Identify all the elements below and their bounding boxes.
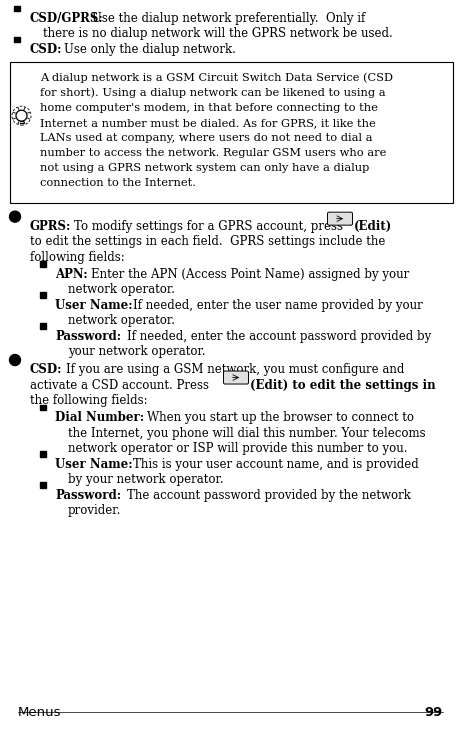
FancyBboxPatch shape [224, 371, 248, 384]
Text: GPRS:: GPRS: [30, 219, 71, 233]
Text: provider.: provider. [68, 504, 121, 517]
Text: A dialup network is a GSM Circuit Switch Data Service (CSD: A dialup network is a GSM Circuit Switch… [40, 73, 393, 83]
Text: number to access the network. Regular GSM users who are: number to access the network. Regular GS… [40, 148, 386, 158]
Text: CSD:: CSD: [30, 363, 63, 376]
Bar [14, 6, 20, 11]
Text: Password:: Password: [55, 488, 121, 502]
Text: connection to the Internet.: connection to the Internet. [40, 178, 196, 188]
Text: Use only the dialup network.: Use only the dialup network. [64, 43, 236, 56]
Bar [10, 63, 453, 203]
Text: home computer's modem, in that before connecting to the: home computer's modem, in that before co… [40, 103, 378, 113]
Text: by your network operator.: by your network operator. [68, 473, 224, 486]
Text: APN:: APN: [55, 268, 88, 281]
Text: CSD/GPRS:: CSD/GPRS: [30, 12, 104, 25]
Text: If needed, enter the user name provided by your: If needed, enter the user name provided … [133, 299, 423, 312]
Text: User Name:: User Name: [55, 299, 133, 312]
Text: If you are using a GSM network, you must configure and: If you are using a GSM network, you must… [66, 363, 404, 376]
Text: CSD:: CSD: [30, 43, 63, 56]
Text: following fields:: following fields: [30, 251, 125, 264]
Text: Enter the APN (Access Point Name) assigned by your: Enter the APN (Access Point Name) assign… [91, 268, 409, 281]
Text: network operator or ISP will provide this number to you.: network operator or ISP will provide thi… [68, 442, 408, 455]
Bar [14, 36, 20, 42]
Text: the following fields:: the following fields: [30, 394, 148, 407]
Bar [40, 262, 46, 267]
Text: When you start up the browser to connect to: When you start up the browser to connect… [147, 411, 414, 424]
Bar [40, 405, 46, 410]
Text: network operator.: network operator. [68, 283, 175, 296]
Bar [40, 324, 46, 329]
Text: (Edit): (Edit) [354, 219, 392, 233]
Text: Internet a number must be dialed. As for GPRS, it like the: Internet a number must be dialed. As for… [40, 118, 376, 128]
Bar [40, 292, 46, 298]
Text: To modify settings for a GPRS account, press: To modify settings for a GPRS account, p… [74, 219, 343, 233]
Text: Menus: Menus [18, 706, 61, 719]
FancyBboxPatch shape [327, 212, 353, 225]
Text: there is no dialup network will the GPRS network be used.: there is no dialup network will the GPRS… [43, 28, 393, 41]
Text: This is your user account name, and is provided: This is your user account name, and is p… [133, 458, 419, 471]
Text: network operator.: network operator. [68, 314, 175, 327]
Text: LANs used at company, where users do not need to dial a: LANs used at company, where users do not… [40, 133, 372, 143]
Text: Password:: Password: [55, 330, 121, 343]
Text: to edit the settings in each field.  GPRS settings include the: to edit the settings in each field. GPRS… [30, 235, 385, 248]
Text: not using a GPRS network system can only have a dialup: not using a GPRS network system can only… [40, 163, 369, 173]
Text: Dial Number:: Dial Number: [55, 411, 144, 424]
Circle shape [10, 211, 20, 222]
Text: User Name:: User Name: [55, 458, 133, 471]
Text: (Edit) to edit the settings in: (Edit) to edit the settings in [250, 378, 436, 391]
Text: 99: 99 [425, 706, 443, 719]
Bar [40, 483, 46, 488]
Text: your network operator.: your network operator. [68, 346, 206, 358]
Text: for short). Using a dialup network can be likened to using a: for short). Using a dialup network can b… [40, 88, 385, 98]
Text: If needed, enter the account password provided by: If needed, enter the account password pr… [127, 330, 431, 343]
Text: Use the dialup network preferentially.  Only if: Use the dialup network preferentially. O… [92, 12, 365, 25]
Bar [40, 451, 46, 457]
Text: the Internet, you phone will dial this number. Your telecoms: the Internet, you phone will dial this n… [68, 426, 426, 440]
Text: The account password provided by the network: The account password provided by the net… [127, 488, 411, 502]
Circle shape [10, 354, 20, 365]
Text: activate a CSD account. Press: activate a CSD account. Press [30, 378, 209, 391]
